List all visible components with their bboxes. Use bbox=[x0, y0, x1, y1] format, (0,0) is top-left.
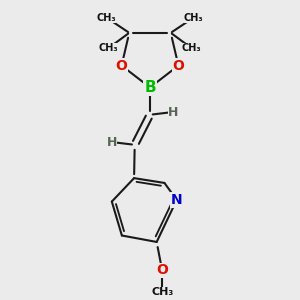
Text: CH₃: CH₃ bbox=[182, 43, 201, 53]
Text: H: H bbox=[106, 136, 117, 148]
Text: N: N bbox=[171, 193, 183, 207]
Text: CH₃: CH₃ bbox=[151, 287, 173, 297]
Text: H: H bbox=[168, 106, 178, 118]
Text: O: O bbox=[172, 58, 184, 73]
Text: B: B bbox=[144, 80, 156, 95]
Text: CH₃: CH₃ bbox=[97, 13, 116, 22]
Text: CH₃: CH₃ bbox=[99, 43, 118, 53]
Text: O: O bbox=[116, 58, 127, 73]
Text: O: O bbox=[156, 263, 168, 278]
Text: CH₃: CH₃ bbox=[184, 13, 203, 22]
